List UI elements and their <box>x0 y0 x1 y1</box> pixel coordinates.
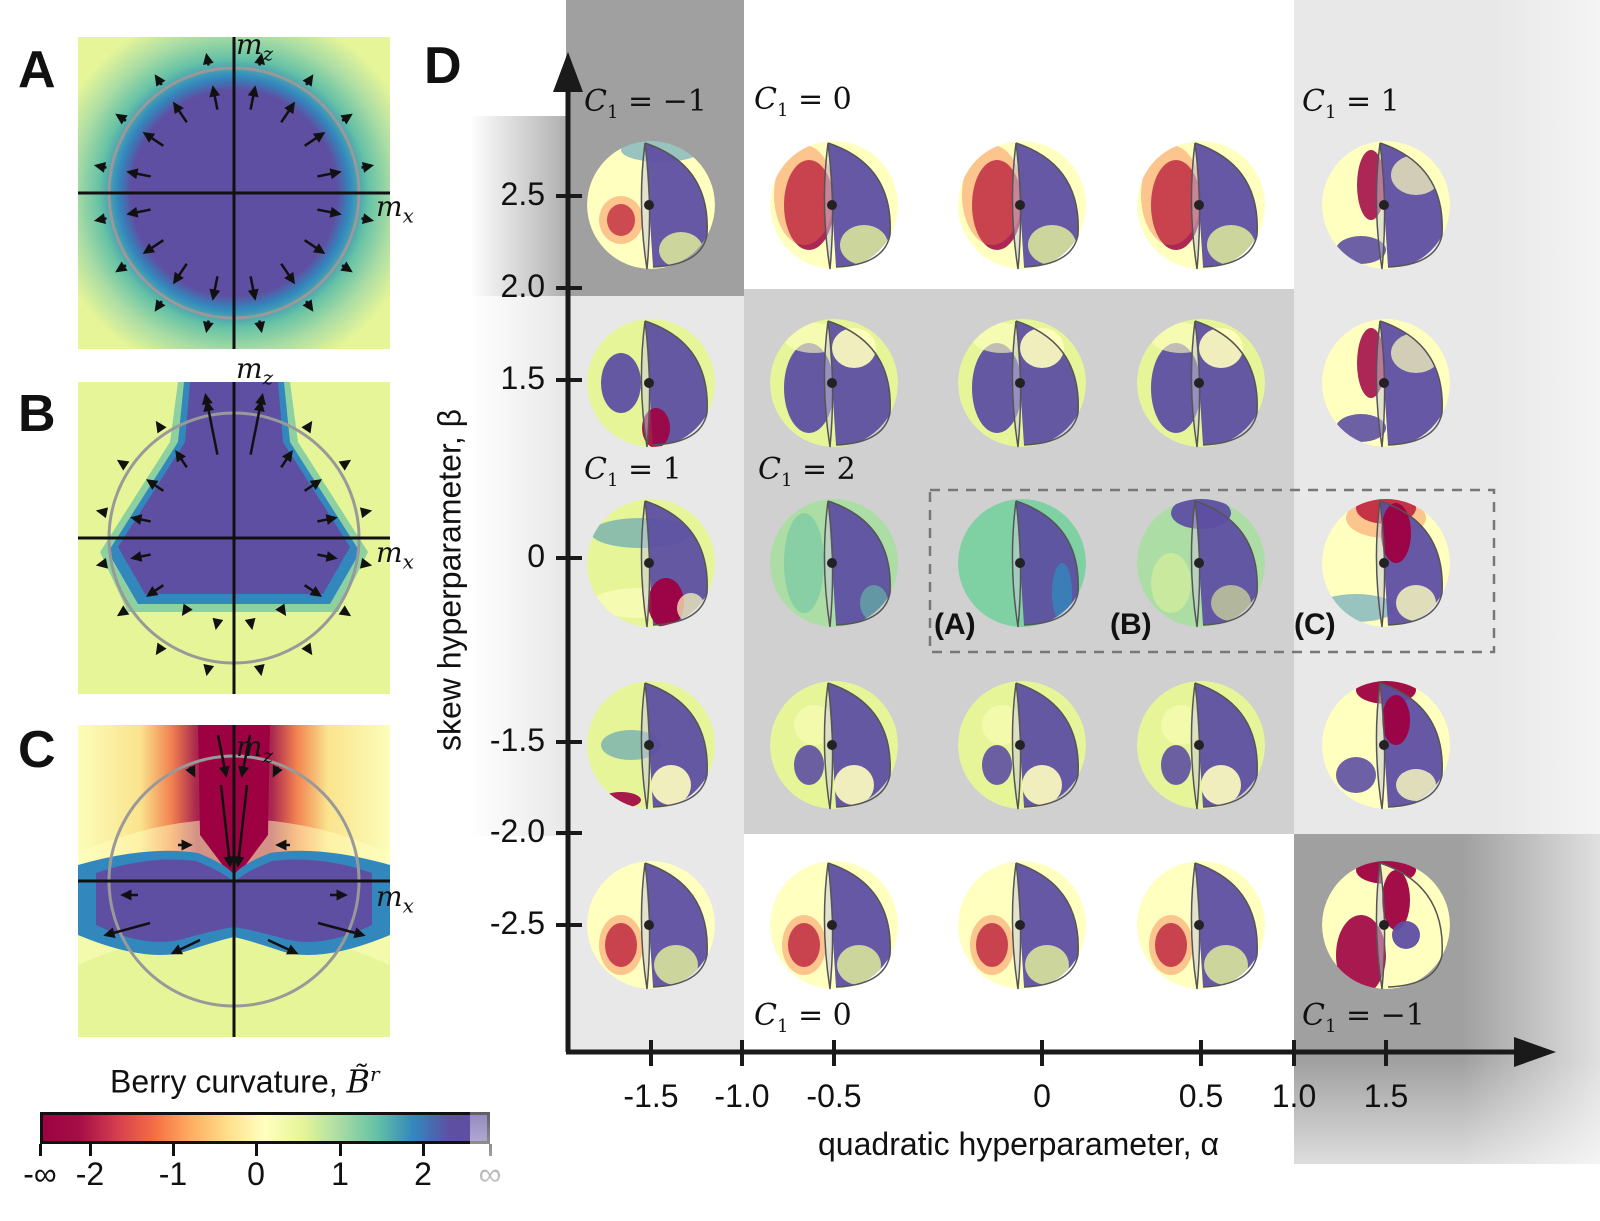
x-tick-label: 1.0 <box>1271 1078 1317 1114</box>
colorbar-tick-mark <box>88 1144 92 1156</box>
y-tick-label: 0 <box>527 538 545 574</box>
colorbar-tick-label: -∞ <box>23 1156 57 1192</box>
colorbar-tick-label: 2 <box>414 1156 432 1192</box>
sphere-plot <box>1137 499 1265 628</box>
sphere-plot <box>1322 319 1450 448</box>
sphere-plot <box>770 681 898 810</box>
panel-b-letter: B <box>18 385 56 443</box>
sphere-plot <box>958 499 1086 628</box>
x-tick-label: -1.0 <box>714 1078 770 1114</box>
y-tick-label: -2.5 <box>489 905 545 941</box>
sphere-plot <box>958 319 1086 448</box>
colorbar-gradient <box>40 1112 490 1144</box>
sphere-label-c: (C) <box>1294 608 1336 641</box>
y-tick-label: -1.5 <box>489 722 545 758</box>
x-tick-label: 0 <box>1033 1078 1051 1114</box>
sphere-plot <box>587 319 715 448</box>
panel-a-letter: A <box>18 41 56 99</box>
y-tick-label: -2.0 <box>489 813 545 849</box>
vector-arrow-icon <box>236 784 249 866</box>
chern-label-bot-mid: C1 = 0 <box>754 998 852 1037</box>
x-tick-label: 0.5 <box>1178 1078 1224 1114</box>
colorbar-tick-mark <box>338 1144 342 1156</box>
chern-label-top-mid: C1 = 0 <box>754 82 852 121</box>
panel-c-arrows <box>103 734 366 955</box>
sphere-label-b: (B) <box>1110 608 1152 641</box>
panel-a-arrows <box>93 52 375 334</box>
sphere-plot <box>587 499 715 628</box>
sphere-plot <box>958 861 1086 990</box>
highlight-dashed-box <box>928 488 1496 654</box>
panel-b-mz-label: mz <box>236 352 274 390</box>
sphere-plot <box>587 861 715 990</box>
sphere-plot <box>770 141 898 270</box>
sphere-plot <box>587 141 715 270</box>
x-tick-label: -1.5 <box>623 1078 679 1114</box>
panel-b-mx-label: mx <box>376 536 414 574</box>
panel-a-mz-label: mz <box>236 28 274 66</box>
vector-arrow-icon <box>219 784 232 866</box>
panel-c-heatmap <box>78 725 390 1037</box>
chern-label-mid-left: C1 = 1 <box>584 452 682 491</box>
x-tick-label: -0.5 <box>806 1078 862 1114</box>
sphere-plot <box>1137 681 1265 810</box>
sphere-plot <box>1137 319 1265 448</box>
x-axis-title: quadratic hyperparameter, α <box>818 1126 1219 1162</box>
chern-label-top-left: C1 = −1 <box>584 84 707 123</box>
colorbar-tick-label: -1 <box>158 1156 188 1192</box>
sphere-plot <box>1322 681 1450 810</box>
colorbar-tick-label: 0 <box>247 1156 265 1192</box>
colorbar-tick-mark <box>254 1144 258 1156</box>
x-tick-label: 1.5 <box>1363 1078 1409 1114</box>
sphere-label-a: (A) <box>934 608 976 641</box>
x-axis-arrow-icon <box>1514 1037 1556 1067</box>
colorbar-title: Berry curvature, B̃r <box>110 1062 380 1101</box>
sphere-plot <box>770 319 898 448</box>
colorbar-tick-mark <box>421 1144 425 1156</box>
panel-a-mx-label: mx <box>376 190 414 228</box>
colorbar-tick-label: 1 <box>331 1156 349 1192</box>
sphere-plot <box>1322 499 1450 628</box>
chern-label-top-right: C1 = 1 <box>1302 84 1400 123</box>
sphere-plot <box>1137 861 1265 990</box>
sphere-plot <box>1137 141 1265 270</box>
sphere-plot <box>770 499 898 628</box>
colorbar-tick-mark <box>171 1144 175 1156</box>
sphere-plot <box>1322 861 1450 990</box>
y-axis-arrow-icon <box>553 52 583 92</box>
colorbar-tick-mark <box>38 1144 42 1156</box>
panel-c-mx-label: mx <box>376 880 414 918</box>
sphere-plot <box>770 861 898 990</box>
sphere-plot <box>958 141 1086 270</box>
chern-label-mid-mid: C1 = 2 <box>758 452 856 491</box>
y-tick-label: 2.5 <box>500 176 545 212</box>
y-tick-label: 2.0 <box>500 268 545 304</box>
y-tick-label: 1.5 <box>500 360 545 396</box>
colorbar-tick-label: -2 <box>75 1156 105 1192</box>
sphere-plot <box>1322 141 1450 270</box>
chern-label-bot-right: C1 = −1 <box>1302 998 1425 1037</box>
panel-b-arrows <box>95 392 373 677</box>
panel-c-letter: C <box>18 721 56 779</box>
panel-d-letter: D <box>424 37 462 95</box>
sphere-plot <box>587 681 715 810</box>
sphere-plot <box>958 681 1086 810</box>
panel-b-heatmap <box>78 382 390 694</box>
panel-a-heatmap <box>78 37 390 349</box>
panel-c-mz-label: mz <box>236 730 274 768</box>
